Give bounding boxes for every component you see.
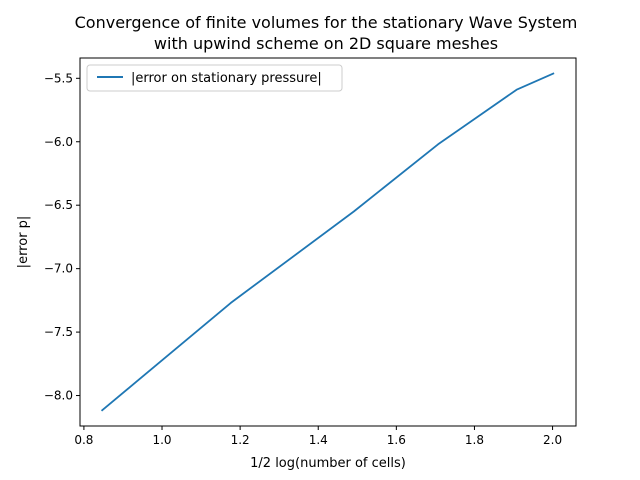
x-tick-label: 2.0: [543, 433, 562, 447]
x-axis-label: 1/2 log(number of cells): [250, 456, 406, 471]
legend: |error on stationary pressure|: [86, 64, 343, 92]
y-tick-label: −8.0: [44, 389, 73, 403]
legend-box: [86, 64, 343, 92]
y-tick-label: −7.5: [44, 325, 73, 339]
y-tick-label: −5.5: [44, 71, 73, 85]
legend-label: |error on stationary pressure|: [131, 71, 322, 86]
y-axis-label: |error p|: [16, 216, 31, 269]
x-tick-label: 1.6: [387, 433, 406, 447]
chart-title-line-2: with upwind scheme on 2D square meshes: [154, 34, 498, 53]
y-tick-label: −7.0: [44, 262, 73, 276]
chart-title-line-1: Convergence of finite volumes for the st…: [75, 13, 578, 32]
x-tick-label: 0.8: [74, 433, 93, 447]
axis-ticks: 0.8 1.0 1.2 1.4 1.6 1.8 2.0 −8.0 −7.5 −7.0 −6.5 −6.…: [44, 71, 562, 447]
x-tick-label: 1.4: [309, 433, 328, 447]
x-tick-label: 1.0: [152, 433, 171, 447]
y-tick-label: −6.5: [44, 198, 73, 212]
x-tick-label: 1.2: [231, 433, 250, 447]
axes-frame: [79, 57, 577, 427]
series-line: [100, 72, 555, 412]
plot-area: [100, 72, 555, 412]
y-tick-label: −6.0: [44, 135, 73, 149]
x-tick-label: 1.8: [465, 433, 484, 447]
